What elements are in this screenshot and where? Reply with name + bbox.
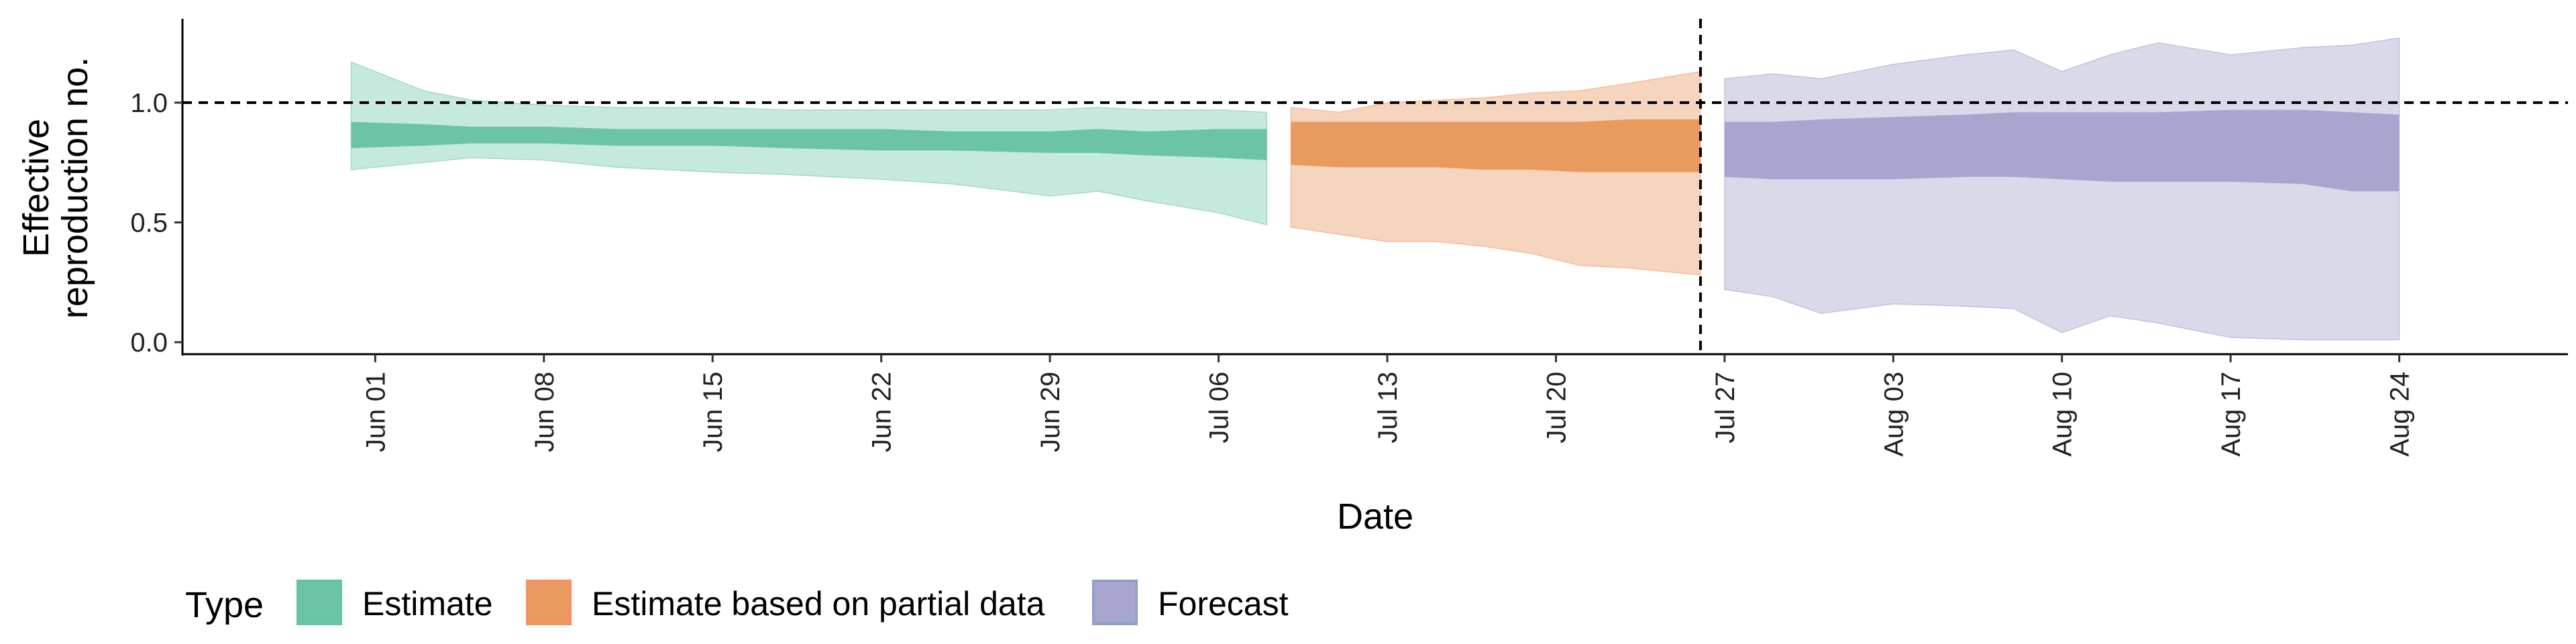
x-tick-label: Aug 17 bbox=[2216, 372, 2246, 457]
band-inner-forecast bbox=[1724, 109, 2400, 192]
y-tick-label: 1.0 bbox=[130, 89, 168, 118]
y-tick-label: 0.0 bbox=[130, 328, 168, 358]
series-bands bbox=[350, 37, 2400, 341]
legend-key bbox=[297, 580, 342, 625]
y-axis-ticks: 0.0 0.5 1.0 bbox=[130, 89, 182, 358]
x-tick-label: Aug 03 bbox=[1879, 372, 1909, 457]
x-tick-label: Jul 13 bbox=[1373, 372, 1403, 443]
legend-label: Forecast bbox=[1158, 585, 1289, 623]
reference-lines bbox=[182, 19, 2568, 354]
x-tick-label: Jun 15 bbox=[698, 372, 728, 452]
x-tick-label: Jun 08 bbox=[530, 372, 559, 452]
legend-key bbox=[1092, 580, 1138, 625]
x-tick-label: Jun 01 bbox=[361, 372, 390, 452]
x-tick-label: Aug 10 bbox=[2048, 372, 2078, 457]
legend: Type Estimate Estimate based on partial d… bbox=[185, 580, 1289, 625]
band-inner-estimate bbox=[351, 121, 1267, 160]
band-inner-estimate-based-on-partial-data bbox=[1291, 119, 1701, 172]
x-axis-ticks: Jun 01 Jun 08 Jun 15 Jun 22 Jun 29 Jul 06 Jul … bbox=[361, 354, 2415, 457]
x-tick-label: Jun 22 bbox=[867, 372, 897, 452]
x-tick-label: Aug 24 bbox=[2385, 372, 2415, 457]
legend-label: Estimate based on partial data bbox=[592, 585, 1045, 623]
x-tick-label: Jul 27 bbox=[1711, 372, 1740, 443]
x-tick-label: Jul 20 bbox=[1542, 372, 1571, 443]
x-tick-label: Jul 06 bbox=[1205, 372, 1234, 443]
x-tick-label: Jun 29 bbox=[1036, 372, 1065, 452]
legend-title: Type bbox=[185, 585, 264, 625]
y-axis-title-line: Effective bbox=[16, 119, 56, 257]
x-axis-title: Date bbox=[1337, 496, 1413, 537]
legend-key bbox=[526, 580, 572, 625]
y-tick-label: 0.5 bbox=[130, 209, 168, 238]
y-axis-title-line: reproduction no. bbox=[55, 57, 95, 319]
band-outer-forecast bbox=[1724, 37, 2400, 341]
axes bbox=[181, 19, 2568, 356]
legend-label: Estimate bbox=[362, 585, 493, 623]
